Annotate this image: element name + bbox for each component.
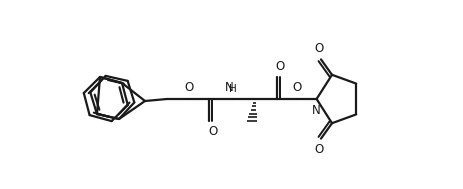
Text: O: O — [275, 60, 284, 73]
Text: O: O — [184, 81, 193, 94]
Text: O: O — [314, 42, 323, 55]
Text: O: O — [314, 143, 323, 156]
Text: O: O — [208, 125, 217, 138]
Text: N: N — [224, 81, 233, 94]
Text: H: H — [229, 84, 237, 94]
Text: O: O — [292, 81, 301, 94]
Text: N: N — [312, 104, 320, 117]
